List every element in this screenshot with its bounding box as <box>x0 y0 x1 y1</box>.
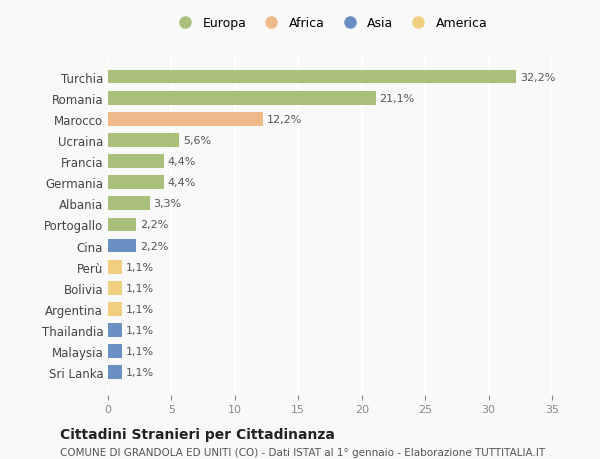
Bar <box>108 134 179 147</box>
Text: 21,1%: 21,1% <box>379 94 415 103</box>
Legend: Europa, Africa, Asia, America: Europa, Africa, Asia, America <box>172 17 488 30</box>
Text: 2,2%: 2,2% <box>140 241 168 251</box>
Text: 32,2%: 32,2% <box>520 73 556 82</box>
Text: 1,1%: 1,1% <box>126 304 154 314</box>
Bar <box>108 345 122 358</box>
Text: 12,2%: 12,2% <box>266 115 302 124</box>
Text: 1,1%: 1,1% <box>126 347 154 356</box>
Bar <box>108 366 122 379</box>
Text: 1,1%: 1,1% <box>126 368 154 377</box>
Bar <box>108 281 122 295</box>
Text: 1,1%: 1,1% <box>126 325 154 335</box>
Text: Cittadini Stranieri per Cittadinanza: Cittadini Stranieri per Cittadinanza <box>60 427 335 442</box>
Bar <box>108 239 136 253</box>
Bar <box>108 302 122 316</box>
Bar <box>108 260 122 274</box>
Text: 4,4%: 4,4% <box>167 178 196 188</box>
Bar <box>108 197 150 211</box>
Text: 5,6%: 5,6% <box>183 135 211 146</box>
Text: 4,4%: 4,4% <box>167 157 196 167</box>
Text: COMUNE DI GRANDOLA ED UNITI (CO) - Dati ISTAT al 1° gennaio - Elaborazione TUTTI: COMUNE DI GRANDOLA ED UNITI (CO) - Dati … <box>60 448 545 457</box>
Bar <box>108 112 263 126</box>
Text: 1,1%: 1,1% <box>126 283 154 293</box>
Text: 2,2%: 2,2% <box>140 220 168 230</box>
Bar <box>108 71 517 84</box>
Bar <box>108 155 164 168</box>
Bar <box>108 218 136 232</box>
Bar <box>108 92 376 105</box>
Text: 1,1%: 1,1% <box>126 262 154 272</box>
Bar <box>108 324 122 337</box>
Text: 3,3%: 3,3% <box>154 199 182 209</box>
Bar <box>108 176 164 190</box>
